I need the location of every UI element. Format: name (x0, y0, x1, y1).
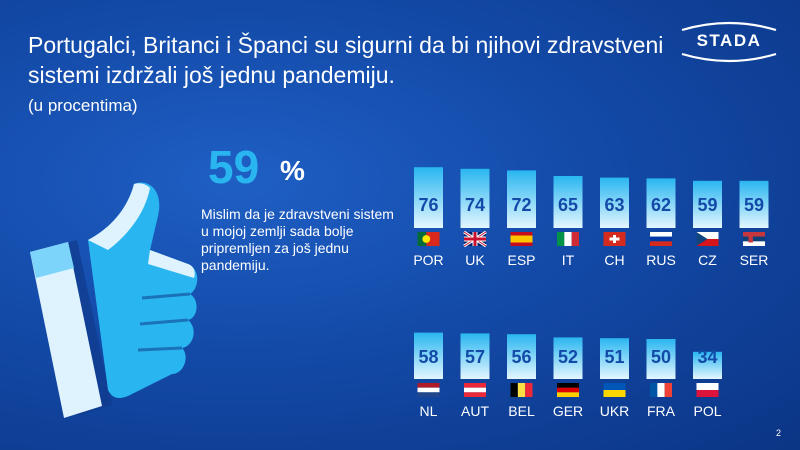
data-label-aut: 57 (465, 347, 485, 367)
poland-flag-icon (696, 383, 719, 397)
tick-label-it: IT (562, 252, 575, 268)
highlight-value: 59 (208, 141, 260, 193)
logo-swoosh-icon (681, 21, 777, 63)
bar-aut (460, 333, 490, 379)
bar-ser (739, 180, 769, 228)
page-title: Portugalci, Britanci i Španci su sigurni… (28, 32, 664, 88)
tick-label-pol: POL (693, 403, 721, 419)
tick-label-aut: AUT (461, 403, 489, 419)
bar-nl (414, 332, 443, 379)
czech-flag-icon (696, 232, 719, 246)
bar-uk (460, 168, 490, 228)
bar-ukr (600, 338, 629, 379)
bar-esp (507, 170, 536, 228)
russia-flag-icon (650, 232, 672, 246)
data-label-ch: 63 (604, 195, 624, 215)
bar-rus (646, 178, 676, 228)
france-flag-icon (650, 383, 672, 397)
tick-label-bel: BEL (508, 403, 535, 419)
tick-label-ch: CH (604, 252, 624, 268)
bar-cz (693, 180, 722, 228)
tick-label-nl: NL (420, 403, 438, 419)
tick-label-fra: FRA (647, 403, 676, 419)
portugal-flag-icon (417, 232, 440, 246)
data-label-it: 65 (558, 195, 578, 215)
page-number: 2 (776, 428, 782, 438)
tick-label-ger: GER (553, 403, 583, 419)
data-label-ser: 59 (744, 195, 764, 215)
data-label-ger: 52 (558, 347, 578, 367)
data-label-nl: 58 (418, 347, 438, 367)
serbia-flag-icon (743, 232, 765, 246)
tick-label-cz: CZ (698, 252, 717, 268)
bar-pol (693, 351, 722, 379)
data-label-cz: 59 (697, 195, 717, 215)
bar-fra (646, 339, 676, 379)
uk-flag-icon (463, 230, 487, 248)
data-label-por: 76 (418, 195, 438, 215)
tick-label-esp: ESP (507, 252, 535, 268)
tick-label-ukr: UKR (600, 403, 630, 419)
germany-flag-icon (557, 383, 579, 397)
data-label-uk: 74 (465, 195, 485, 215)
data-label-bel: 56 (511, 347, 531, 367)
ukraine-flag-icon (603, 383, 626, 397)
bar-ger (553, 337, 583, 379)
page-subtitle: (u procentima) (28, 96, 138, 115)
highlight-unit: % (280, 155, 305, 186)
data-label-ukr: 51 (604, 347, 624, 367)
bar-bel (507, 334, 536, 379)
tick-label-uk: UK (465, 252, 485, 268)
tick-label-ser: SER (740, 252, 769, 268)
austria-flag-icon (464, 383, 486, 397)
bar-por (414, 167, 443, 228)
data-label-pol: 34 (697, 347, 717, 367)
thumbs-up-icon (30, 182, 198, 418)
stada-logo: STADA (676, 18, 782, 66)
italy-flag-icon (557, 232, 579, 246)
bar-it (553, 176, 583, 228)
tick-label-rus: RUS (646, 252, 676, 268)
data-label-rus: 62 (651, 195, 671, 215)
belgium-flag-icon (510, 383, 533, 397)
data-label-fra: 50 (651, 347, 671, 367)
switzerland-flag-icon (603, 232, 626, 246)
data-label-esp: 72 (511, 195, 531, 215)
netherlands-flag-icon (417, 383, 440, 397)
logo-text: STADA (696, 31, 762, 50)
tick-label-por: POR (413, 252, 443, 268)
highlight-statement: Mislim da je zdravstveni sistem u mojoj … (201, 206, 394, 273)
bar-ch (600, 177, 629, 228)
spain-flag-icon (510, 232, 533, 246)
